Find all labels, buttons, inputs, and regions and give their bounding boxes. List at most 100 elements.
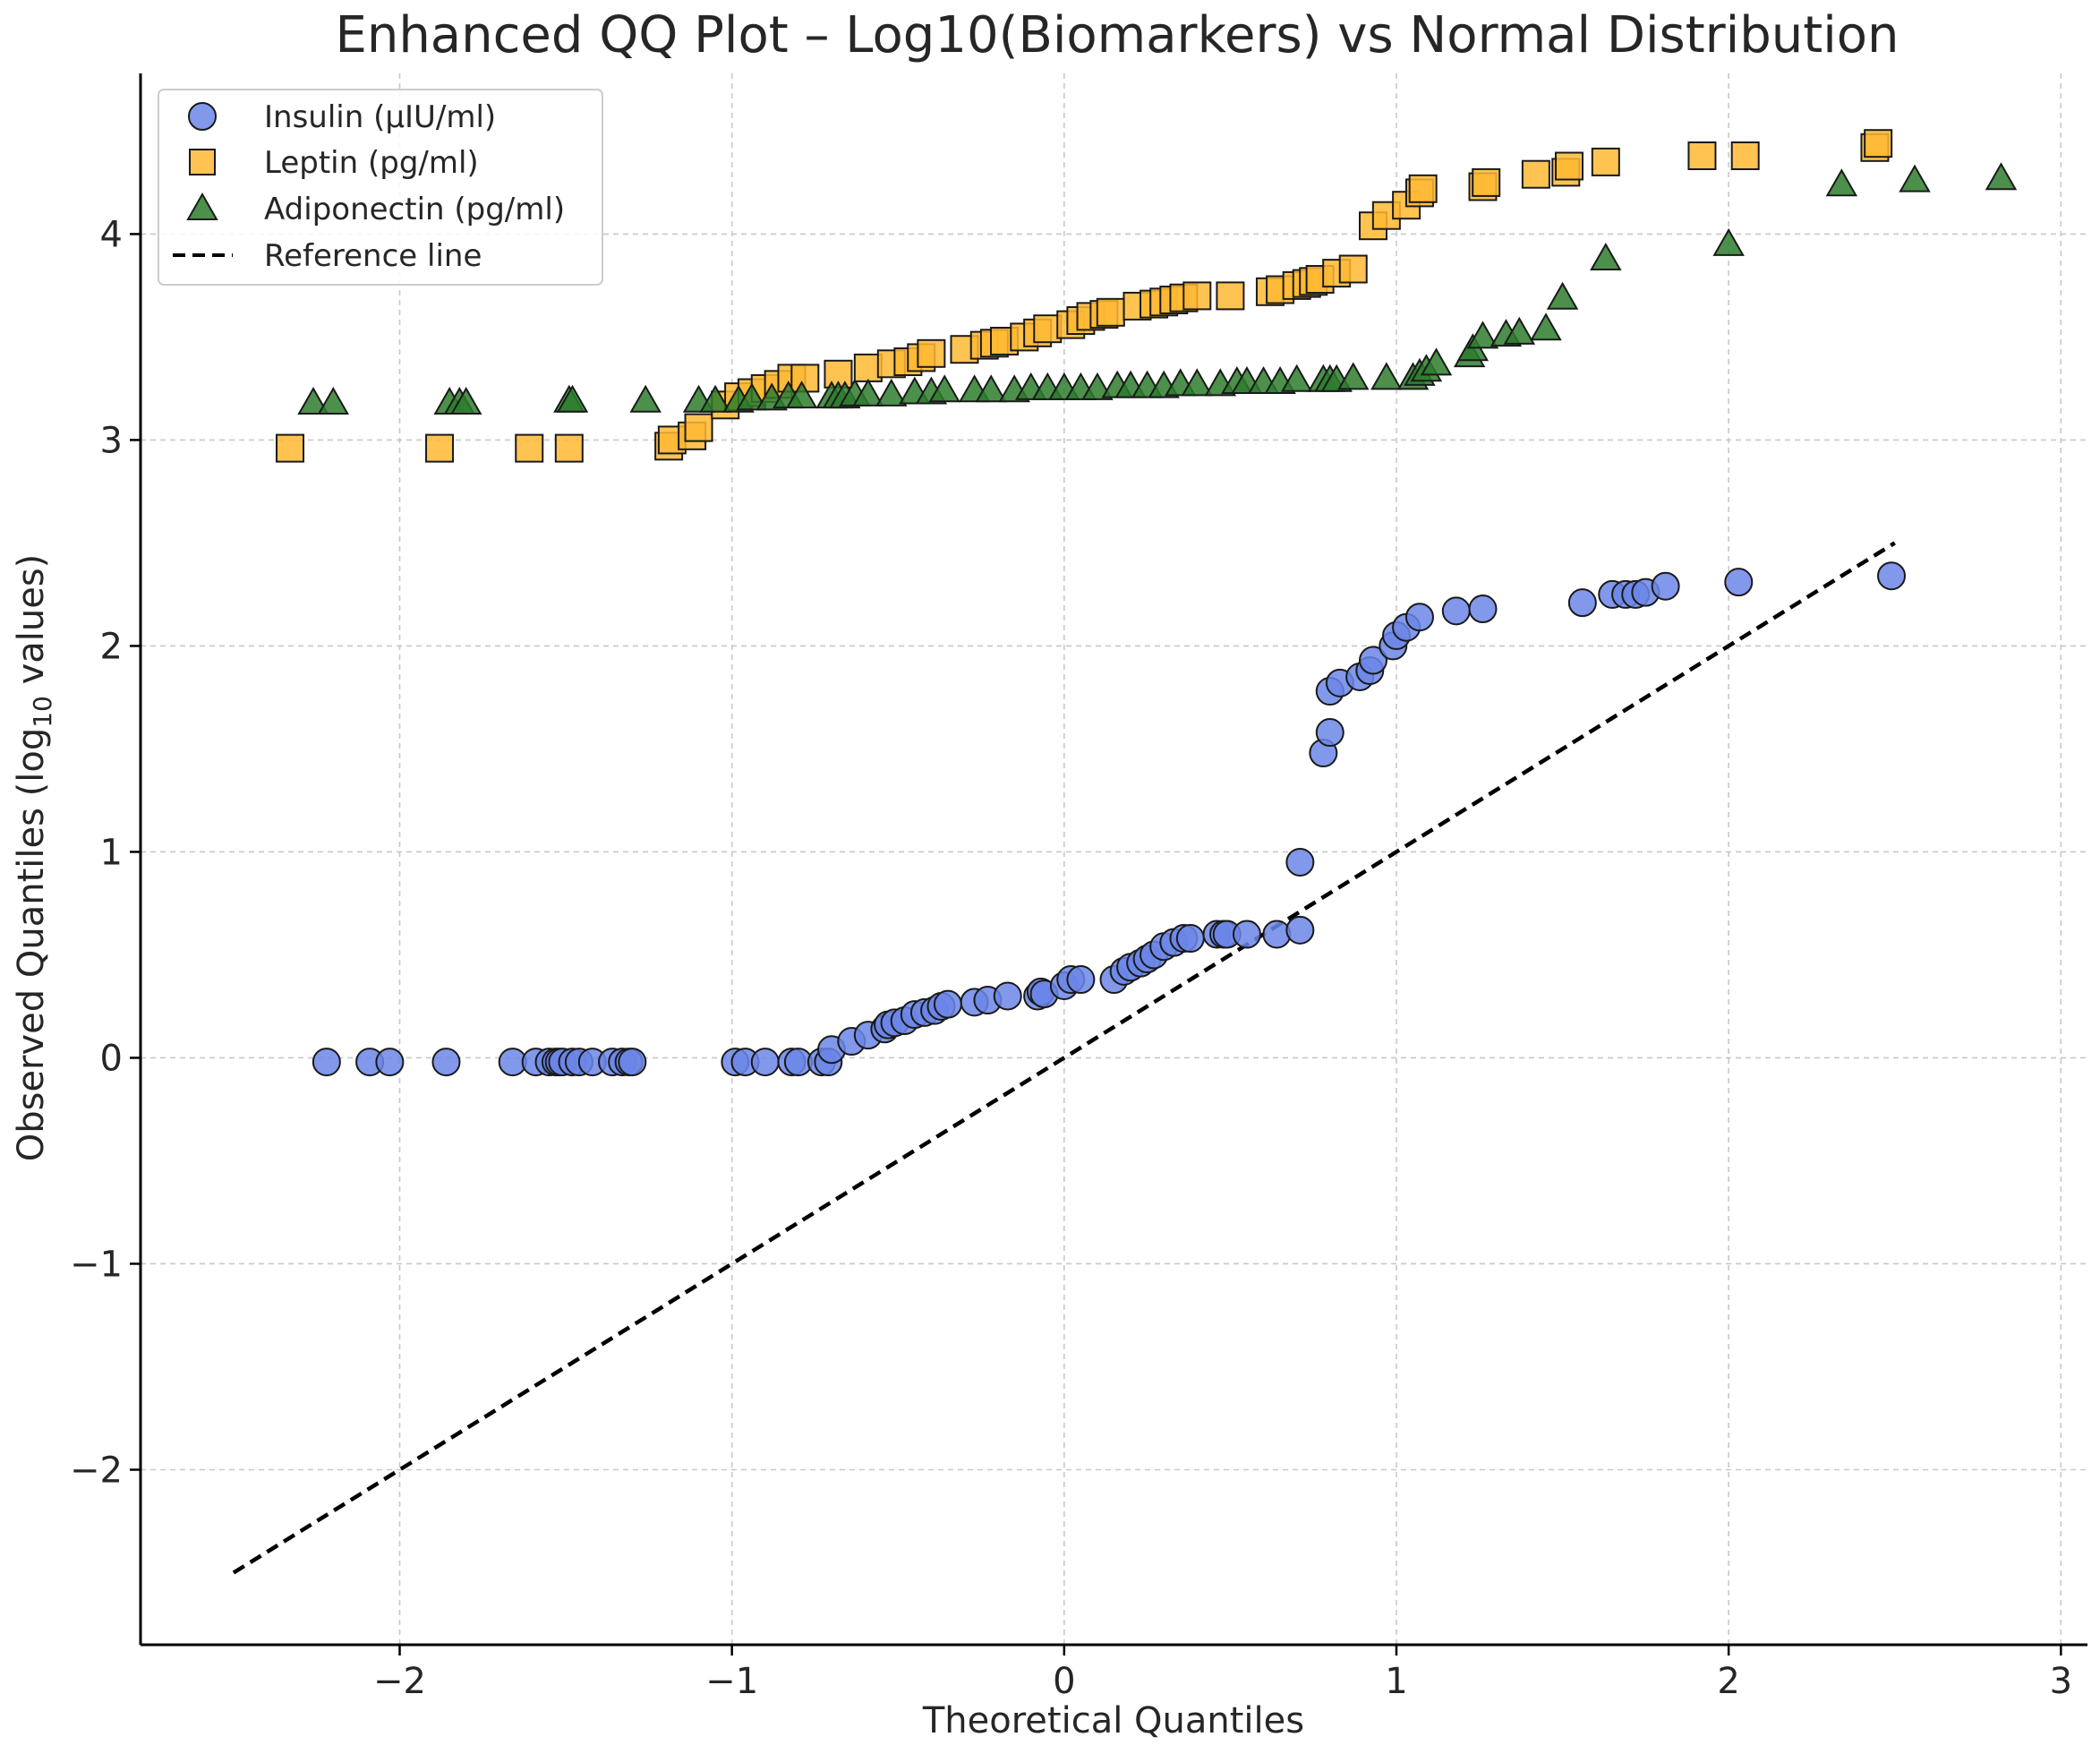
y-tick-label: 0 bbox=[100, 1038, 123, 1079]
adiponectin-point bbox=[1420, 347, 1453, 376]
adiponectin-point bbox=[852, 378, 884, 406]
y-axis-label-subscript: 10 bbox=[28, 696, 57, 728]
leptin-point bbox=[1864, 129, 1893, 158]
x-tick: 0 bbox=[1053, 1645, 1076, 1702]
insulin-point bbox=[1315, 718, 1345, 748]
ticks: −2 −1 0 1 2 3 −2 −1 0 1 2 3 4 bbox=[70, 214, 2072, 1702]
insulin-point bbox=[431, 1048, 461, 1077]
insulin-point bbox=[1285, 915, 1315, 945]
y-axis-label-main: Observed Quantiles (log bbox=[11, 728, 52, 1162]
leptin-point bbox=[1216, 281, 1245, 311]
adiponectin-point bbox=[975, 374, 1007, 403]
adiponectin-point bbox=[875, 378, 908, 406]
x-tick-label: −2 bbox=[373, 1661, 426, 1702]
adiponectin-point bbox=[1546, 281, 1579, 310]
insulin-point bbox=[1359, 646, 1388, 675]
adiponectin-point bbox=[1825, 168, 1858, 197]
insulin-point bbox=[1468, 595, 1498, 624]
y-tick: 4 bbox=[100, 214, 141, 255]
insulin-point bbox=[1285, 847, 1315, 877]
leptin-point bbox=[1338, 254, 1368, 284]
legend-label-adiponectin: Adiponectin (pg/ml) bbox=[264, 192, 565, 227]
leptin-point bbox=[554, 433, 584, 463]
adiponectin-point bbox=[1503, 316, 1536, 345]
x-tick: −1 bbox=[705, 1645, 758, 1702]
leptin-point bbox=[425, 433, 455, 463]
insulin-point bbox=[750, 1048, 780, 1077]
data-points bbox=[276, 129, 2018, 1077]
y-tick-label: −1 bbox=[70, 1244, 123, 1285]
adiponectin-point bbox=[1712, 227, 1745, 256]
adiponectin-point bbox=[785, 381, 818, 409]
legend-marker-adiponectin bbox=[186, 192, 218, 220]
reference-line bbox=[232, 541, 1896, 1575]
legend-label-reference: Reference line bbox=[264, 238, 482, 274]
adiponectin-point bbox=[1337, 362, 1370, 390]
x-tick-label: −1 bbox=[705, 1661, 758, 1702]
adiponectin-point bbox=[297, 387, 329, 415]
y-tick: −2 bbox=[70, 1450, 141, 1491]
adiponectin-point bbox=[1590, 242, 1622, 271]
x-tick: 2 bbox=[1717, 1645, 1740, 1702]
x-tick-label: 2 bbox=[1717, 1661, 1739, 1702]
y-axis-label-end: values) bbox=[11, 554, 52, 696]
insulin-point bbox=[1232, 920, 1261, 949]
axes bbox=[139, 73, 2087, 1647]
chart-title: Enhanced QQ Plot – Log10(Biomarkers) vs … bbox=[335, 6, 1899, 64]
adiponectin-point bbox=[1899, 164, 1931, 193]
adiponectin-point bbox=[736, 382, 768, 411]
adiponectin-point bbox=[450, 387, 482, 415]
adiponectin-point bbox=[629, 384, 662, 413]
y-tick: 2 bbox=[100, 626, 141, 667]
insulin-point bbox=[1441, 596, 1471, 626]
leptin-point bbox=[515, 433, 544, 463]
leptin-point bbox=[1472, 167, 1501, 197]
insulin-point bbox=[375, 1048, 405, 1077]
adiponectin-point bbox=[699, 384, 731, 413]
reference-line-group bbox=[232, 541, 1896, 1575]
legend-frame bbox=[158, 89, 603, 286]
insulin-point bbox=[1724, 568, 1754, 597]
insulin-point bbox=[1404, 603, 1434, 632]
leptin-point bbox=[1521, 159, 1550, 189]
y-tick-label: 4 bbox=[100, 214, 123, 255]
legend: Insulin (µIU/ml) Leptin (pg/ml) Adiponec… bbox=[158, 89, 603, 286]
y-tick: −1 bbox=[70, 1244, 141, 1285]
x-tick: −2 bbox=[373, 1645, 426, 1702]
insulin-point bbox=[933, 989, 962, 1019]
adiponectin-point bbox=[1370, 362, 1403, 390]
insulin-point bbox=[1066, 965, 1096, 995]
leptin-point bbox=[1182, 281, 1212, 311]
leptin-point bbox=[1591, 147, 1620, 176]
adiponectin-point bbox=[1466, 321, 1499, 349]
x-tick-label: 0 bbox=[1053, 1661, 1075, 1702]
x-tick: 1 bbox=[1385, 1645, 1408, 1702]
leptin-point bbox=[1730, 141, 1760, 171]
adiponectin-point bbox=[1280, 364, 1313, 392]
y-tick: 3 bbox=[100, 420, 141, 461]
leptin-point bbox=[684, 413, 713, 442]
leptin-point bbox=[917, 338, 946, 368]
leptin-point bbox=[1554, 151, 1584, 181]
x-tick: 3 bbox=[2050, 1645, 2072, 1702]
legend-label-leptin: Leptin (pg/ml) bbox=[264, 145, 479, 181]
adiponectin-point bbox=[1181, 368, 1214, 397]
x-axis-label: Theoretical Quantiles bbox=[922, 1700, 1304, 1741]
legend-label-insulin: Insulin (µIU/ml) bbox=[264, 99, 496, 135]
leptin-point bbox=[276, 433, 305, 463]
y-tick: 1 bbox=[100, 832, 141, 873]
insulin-point bbox=[1567, 588, 1597, 618]
y-axis-label: Observed Quantiles (log10 values) bbox=[11, 554, 57, 1162]
adiponectin-point bbox=[556, 384, 589, 413]
insulin-point bbox=[1262, 920, 1292, 949]
insulin-point bbox=[312, 1048, 341, 1077]
adiponectin-point bbox=[317, 387, 349, 415]
insulin-point bbox=[1877, 561, 1907, 591]
y-tick-label: 1 bbox=[100, 832, 123, 873]
adiponectin-point bbox=[1530, 312, 1562, 341]
y-tick: 0 bbox=[100, 1038, 141, 1079]
insulin-point bbox=[1175, 924, 1205, 954]
legend-marker-leptin bbox=[189, 149, 216, 175]
y-tick-label: 3 bbox=[100, 420, 123, 461]
